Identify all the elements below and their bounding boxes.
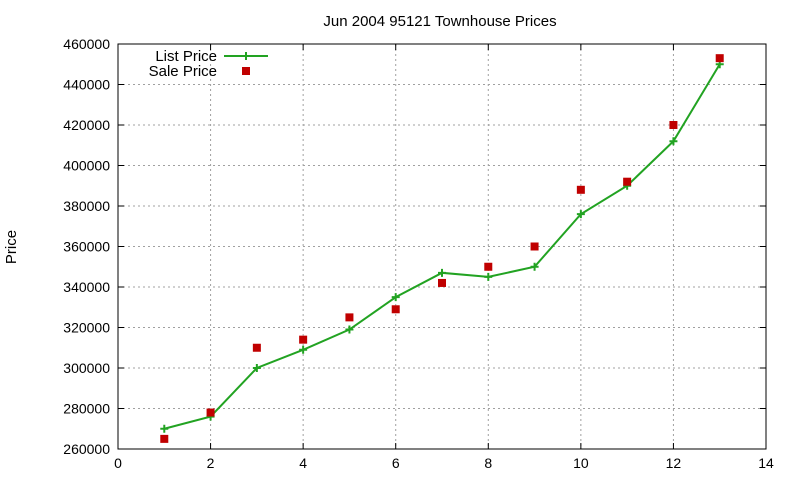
data-point-list-price — [160, 424, 169, 433]
data-point-sale-price — [299, 335, 308, 344]
legend: List Price Sale Price — [149, 48, 268, 80]
data-point-sale-price — [438, 278, 446, 287]
y-tick-label: 300000 — [63, 360, 110, 376]
data-point-list-price — [391, 293, 400, 302]
data-point-sale-price — [252, 343, 261, 352]
y-tick-label: 400000 — [63, 158, 110, 174]
data-point-list-price — [530, 262, 539, 271]
y-tick-label: 260000 — [63, 441, 110, 457]
data-point-sale-price — [206, 408, 215, 417]
plot-frame — [117, 43, 767, 450]
data-point-sale-price — [391, 305, 400, 314]
legend-marker-list-price — [242, 52, 250, 60]
data-point-sale-price — [576, 185, 585, 194]
data-point-sale-price — [160, 434, 169, 443]
x-tick-label: 6 — [392, 455, 400, 471]
y-tick-label: 420000 — [63, 117, 110, 133]
data-point-list-price — [299, 345, 308, 354]
x-tick-label: 10 — [573, 455, 589, 471]
y-tick-label: 320000 — [63, 320, 110, 336]
series-layer — [160, 54, 724, 443]
data-point-sale-price — [530, 242, 539, 251]
data-point-sale-price — [669, 121, 678, 129]
y-tick-label: 380000 — [63, 198, 110, 214]
data-point-list-price — [438, 268, 446, 277]
y-tick-label: 440000 — [63, 77, 110, 93]
series-line-list-price — [164, 63, 721, 430]
legend-marker-sale-price — [242, 67, 250, 75]
data-point-sale-price — [715, 54, 724, 63]
y-axis-label: Price — [3, 230, 20, 264]
legend-label-sale-price: Sale Price — [149, 63, 217, 80]
chart-title: Jun 2004 95121 Townhouse Prices — [323, 13, 556, 30]
y-tick-label: 360000 — [63, 239, 110, 255]
y-tick-label: 460000 — [63, 36, 110, 52]
x-tick-label: 2 — [207, 455, 215, 471]
data-point-list-price — [484, 272, 493, 281]
x-tick-label: 4 — [299, 455, 307, 471]
x-tick-label: 0 — [114, 455, 122, 471]
y-tick-label: 340000 — [63, 279, 110, 295]
grid-layer — [118, 44, 766, 449]
legend-label-list-price: List Price — [155, 48, 217, 65]
data-point-list-price — [669, 137, 678, 146]
data-point-list-price — [252, 364, 261, 372]
axis-layer: 0 2 4 6 8 10 12 14 260000 280000 300000 320000 34000… — [63, 36, 774, 471]
data-point-sale-price — [623, 177, 632, 186]
data-point-list-price — [576, 210, 585, 219]
data-point-sale-price — [345, 313, 354, 322]
data-point-sale-price — [484, 262, 493, 271]
y-tick-label: 280000 — [63, 401, 110, 417]
x-tick-label: 14 — [758, 455, 774, 471]
x-tick-label: 12 — [666, 455, 682, 471]
data-point-list-price — [345, 325, 354, 334]
x-tick-label: 8 — [484, 455, 492, 471]
